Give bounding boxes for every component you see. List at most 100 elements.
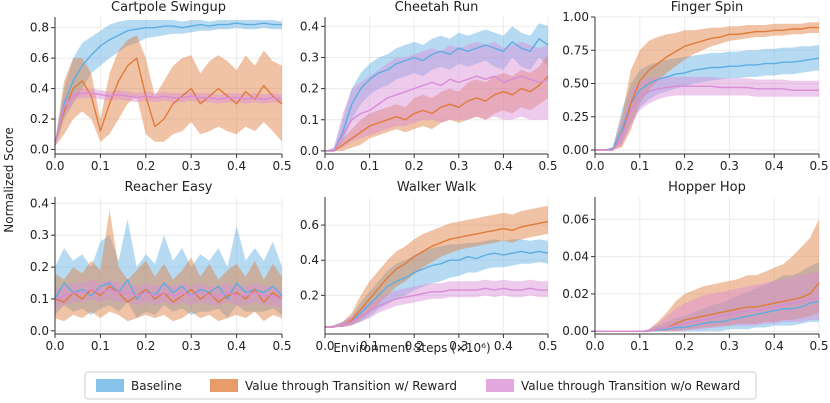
panel-finger-spin: 0.0 0.1 0.2 0.3 0.4 0.5 0.00 0.25 0.50 0.75 1.00 Fi… <box>562 0 828 173</box>
x-tick-label: 0.3 <box>449 159 468 173</box>
line-with-reward <box>325 220 549 328</box>
x-tick-label: 0.3 <box>182 339 201 353</box>
x-tick-label: 0.4 <box>765 159 784 173</box>
x-tick-label: 0.0 <box>45 159 64 173</box>
x-tick-label: 0.3 <box>182 159 201 173</box>
y-tick-label: 0.06 <box>562 212 589 226</box>
band-baseline <box>595 44 819 150</box>
x-tick-label: 0.1 <box>91 159 110 173</box>
y-tick-label: 0.4 <box>30 196 49 210</box>
panel-title: Walker Walk <box>397 180 477 195</box>
y-tick-label: 0.02 <box>562 287 589 301</box>
y-tick-label: 0.2 <box>30 260 49 274</box>
x-tick-label: 0.3 <box>720 159 739 173</box>
y-tick-label: 0.1 <box>30 292 49 306</box>
panel-title: Hopper Hop <box>668 180 746 195</box>
line-baseline <box>54 279 283 300</box>
line-with-reward <box>54 57 283 146</box>
line-without-reward <box>595 85 819 151</box>
x-tick-label: 0.0 <box>315 159 334 173</box>
x-tick-label: 0.2 <box>136 339 155 353</box>
x-tick-label: 0.5 <box>538 339 557 353</box>
legend-swatch-with-reward <box>210 379 238 392</box>
y-tick-label: 0.04 <box>562 250 589 264</box>
legend-box <box>84 371 757 400</box>
line-with-reward <box>595 26 819 151</box>
legend: Baseline Value through Transition w/ Rew… <box>84 371 757 400</box>
line-without-reward <box>325 287 548 328</box>
y-tick-label: 0.00 <box>562 143 589 157</box>
x-tick-label: 0.0 <box>585 159 604 173</box>
band-without-reward <box>595 271 819 332</box>
x-tick-label: 0.2 <box>675 159 694 173</box>
x-tick-label: 0.5 <box>538 159 557 173</box>
x-tick-label: 0.1 <box>630 339 649 353</box>
y-tick-label: 0.0 <box>30 324 49 338</box>
panel-title: Cartpole Swingup <box>111 0 226 15</box>
x-tick-label: 0.5 <box>809 159 828 173</box>
y-tick-label: 0.3 <box>300 50 319 64</box>
line-baseline <box>325 38 549 152</box>
y-tick-label: 0.0 <box>300 144 319 158</box>
y-tick-label: 0.2 <box>300 288 319 302</box>
band-baseline <box>55 20 282 147</box>
legend-label-baseline: Baseline <box>131 379 182 393</box>
x-tick-label: 0.3 <box>449 339 468 353</box>
line-without-reward <box>325 75 549 152</box>
plot-area <box>55 17 282 154</box>
panels: 0.0 0.1 0.2 0.3 0.4 0.5 0.0 0.2 0.4 0.6 0.8 Cartpol… <box>30 0 829 353</box>
line-baseline <box>54 22 282 146</box>
band-without-reward <box>595 76 819 150</box>
panel-cheetah-run: 0.0 0.1 0.2 0.3 0.4 0.5 0.0 0.1 0.2 0.3 0.4 Cheetah… <box>300 0 558 173</box>
x-tick-label: 0.4 <box>765 339 784 353</box>
band-with-reward <box>55 35 282 147</box>
band-with-reward <box>595 219 819 332</box>
y-tick-label: 0.4 <box>300 19 319 33</box>
x-tick-label: 0.1 <box>91 339 110 353</box>
x-tick-label: 0.4 <box>494 159 513 173</box>
y-tick-label: 0.75 <box>562 43 589 57</box>
panel-hopper-hop: 0.0 0.1 0.2 0.3 0.4 0.5 0.00 0.02 0.04 0.06 Hopper… <box>562 180 828 353</box>
x-tick-label: 0.3 <box>720 339 739 353</box>
x-tick-label: 0.1 <box>360 339 379 353</box>
plot-area <box>55 197 282 334</box>
y-tick-label: 0.3 <box>30 228 49 242</box>
legend-swatch-baseline <box>96 379 124 392</box>
band-baseline <box>595 262 819 332</box>
band-with-reward <box>595 22 819 150</box>
x-tick-label: 0.5 <box>809 339 828 353</box>
y-tick-label: 0.50 <box>562 77 589 91</box>
band-with-reward <box>325 54 548 151</box>
y-tick-label: 0.2 <box>30 112 49 126</box>
panel-title: Reacher Easy <box>125 180 213 195</box>
figure-xlabel: Environment Steps (×10⁶) <box>333 341 490 355</box>
x-tick-label: 0.5 <box>272 159 291 173</box>
x-tick-label: 0.1 <box>630 159 649 173</box>
line-with-reward <box>325 75 549 152</box>
band-without-reward <box>325 279 548 327</box>
legend-item-baseline: Baseline <box>96 379 182 393</box>
x-tick-label: 0.0 <box>45 339 64 353</box>
x-tick-label: 0.4 <box>494 339 513 353</box>
x-tick-label: 0.0 <box>585 339 604 353</box>
y-tick-label: 0.4 <box>300 253 319 267</box>
y-tick-label: 0.4 <box>30 82 49 96</box>
panel-reacher-easy: 0.0 0.1 0.2 0.3 0.4 0.5 0.0 0.1 0.2 0.3 0.4 Reacher… <box>30 180 292 353</box>
panel-cartpole-swingup: 0.0 0.1 0.2 0.3 0.4 0.5 0.0 0.2 0.4 0.6 0.8 Cartpol… <box>30 0 292 173</box>
legend-label-with-reward: Value through Transition w/ Reward <box>245 379 457 393</box>
band-with-reward <box>325 205 548 327</box>
x-tick-label: 0.5 <box>272 339 291 353</box>
panel-walker-walk: 0.0 0.1 0.2 0.3 0.4 0.5 0.2 0.4 0.6 Walker Walk <box>300 180 558 353</box>
line-without-reward <box>595 297 820 332</box>
y-tick-label: 0.0 <box>30 142 49 156</box>
figure-ylabel: Normalized Score <box>2 127 16 232</box>
y-tick-label: 0.6 <box>30 51 49 65</box>
x-tick-label: 0.2 <box>136 159 155 173</box>
legend-label-without-reward: Value through Transition w/o Reward <box>521 379 740 393</box>
x-tick-label: 0.2 <box>675 339 694 353</box>
x-tick-label: 0.2 <box>405 159 424 173</box>
y-tick-label: 0.25 <box>562 110 589 124</box>
x-tick-label: 0.0 <box>315 339 334 353</box>
x-tick-label: 0.2 <box>405 339 424 353</box>
